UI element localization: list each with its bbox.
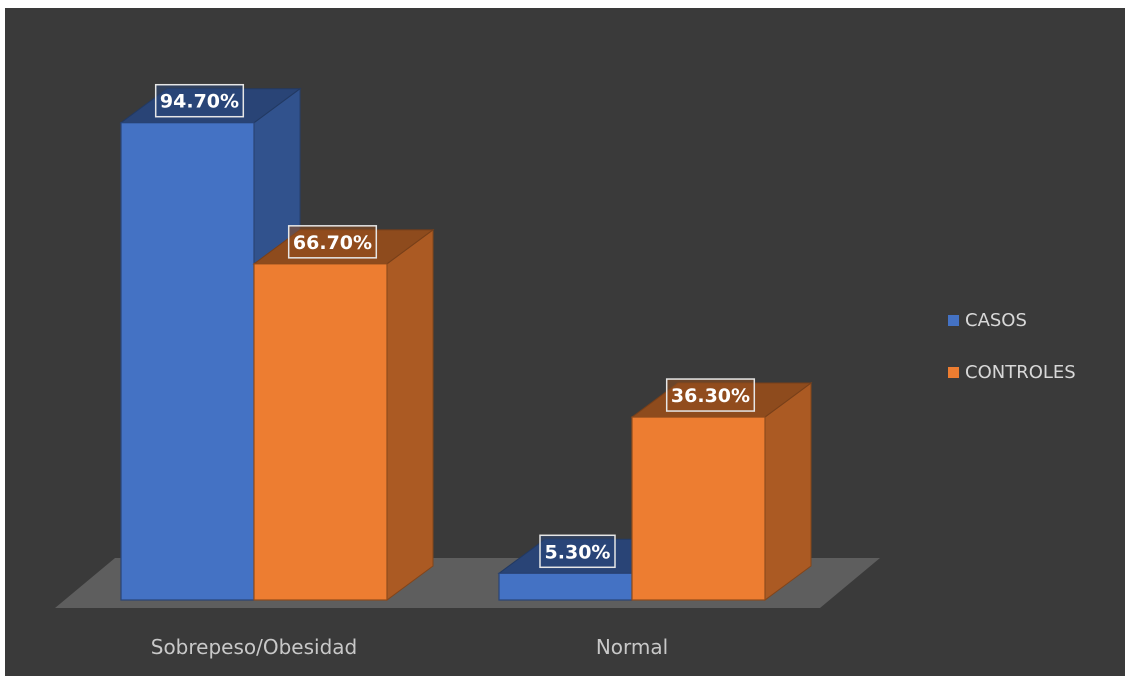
data-label-text-casos-1: 5.30% (545, 541, 611, 563)
legend-label-casos: CASOS (965, 310, 1027, 331)
data-label-text-casos-0: 94.70% (160, 91, 239, 113)
data-label-box-controles-0 (287, 225, 378, 259)
bar-front-controles-1 (631, 416, 766, 601)
data-label-casos-1: 5.30% (539, 534, 616, 569)
legend-swatch-controles (948, 367, 959, 378)
category-label-0: Sobrepeso/Obesidad (151, 635, 357, 659)
data-label-controles-0: 66.70% (287, 225, 378, 259)
bar-controles-1 (630, 382, 813, 601)
category-label-1: Normal (596, 635, 668, 659)
legend-swatch-casos (948, 315, 959, 326)
data-label-text-controles-1: 36.30% (671, 385, 750, 407)
bar-front-casos-1 (498, 572, 633, 601)
bar-front-controles-0 (253, 263, 388, 601)
legend-item-casos: CASOS (948, 310, 1027, 331)
data-label-text-controles-0: 66.70% (293, 232, 372, 254)
bar-side-controles-0 (386, 228, 434, 601)
data-label-box-casos-1 (539, 534, 616, 569)
data-label-box-controles-1 (665, 378, 756, 412)
bar-controles-0 (252, 228, 435, 601)
data-label-controles-1: 36.30% (665, 378, 756, 412)
legend-label-controles: CONTROLES (965, 362, 1076, 383)
data-label-casos-0: 94.70% (154, 83, 245, 118)
bar-side-controles-1 (764, 382, 812, 601)
legend-item-controles: CONTROLES (948, 362, 1076, 383)
bar-front-casos-0 (120, 122, 255, 601)
data-label-box-casos-0 (154, 83, 245, 118)
